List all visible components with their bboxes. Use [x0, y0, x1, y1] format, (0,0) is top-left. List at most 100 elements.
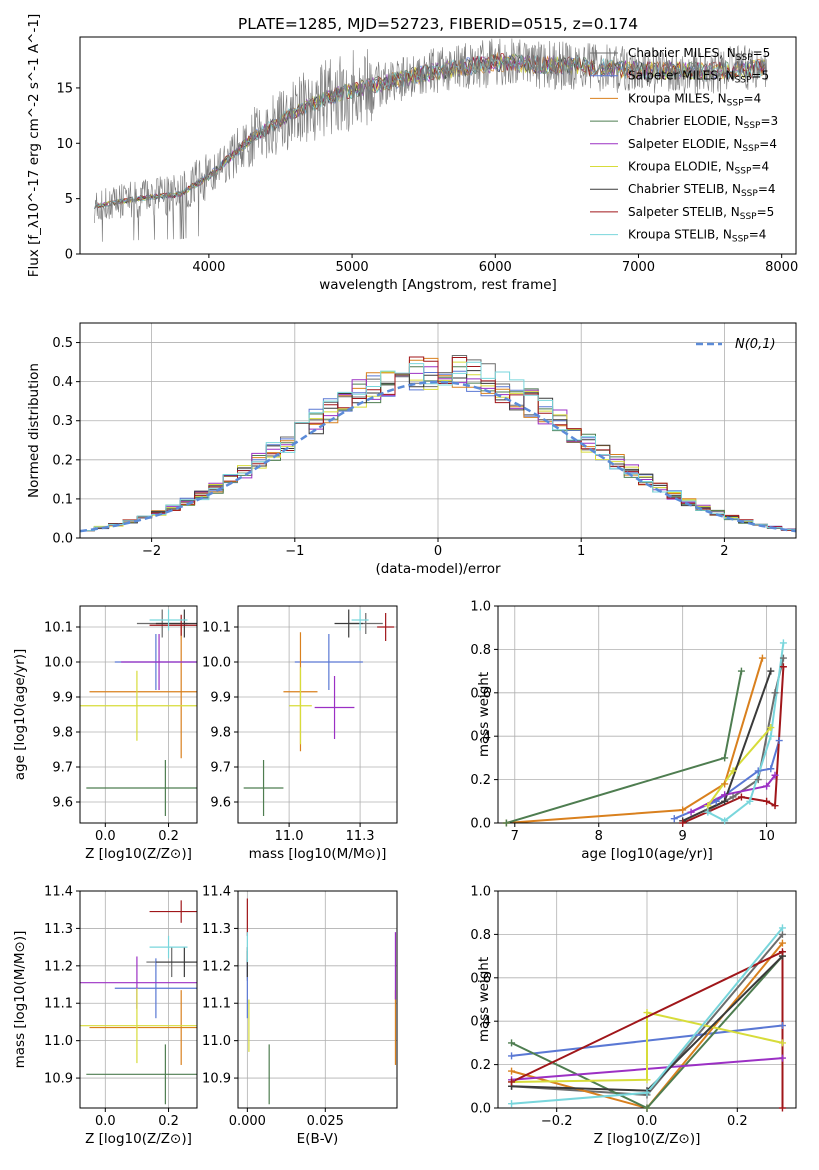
y-tick-label: 11.2: [44, 959, 73, 974]
x-tick-label: 8000: [765, 260, 798, 275]
legend-entry: Chabrier MILES, NSSP=5: [628, 46, 770, 63]
x-tick-label: 10: [758, 829, 775, 844]
weight-marker: [508, 1078, 516, 1086]
weight-marker: [508, 1039, 516, 1047]
errorbar-point: [114, 958, 197, 1019]
weight-marker: [767, 765, 775, 773]
axes-frame: [79, 605, 198, 824]
x-tick-label: 11.0: [275, 829, 304, 844]
weight-marker: [778, 924, 786, 932]
weight-marker: [721, 791, 729, 799]
y-tick-label: 0.4: [470, 1015, 491, 1030]
weight-marker: [737, 793, 745, 801]
errorbar-point: [155, 947, 197, 978]
y-tick-label: 9.8: [52, 726, 73, 741]
weight-marker: [775, 737, 783, 745]
y-tick-label: 10.0: [202, 656, 231, 671]
weight-marker: [754, 776, 762, 784]
axes-frame: [79, 890, 198, 1109]
normal-reference-curve: [80, 380, 796, 533]
weight-vs-age-panel: 7 8 9 10 0.0 0.2 0.4 0.6 0.8 1.0 age [log10(age/yr…: [470, 600, 797, 862]
residual-histogram: [80, 361, 796, 532]
errorbar-point: [149, 614, 197, 636]
y-tick-label: 0.3: [52, 414, 73, 429]
weight-marker: [704, 802, 712, 810]
y-tick-label: 9.9: [52, 691, 73, 706]
y-tick-label: 0.2: [470, 773, 491, 788]
y-tick-label: 0.8: [470, 643, 491, 658]
y-tick-label: 10.9: [44, 1072, 73, 1087]
x-axis-label: wavelength [Angstrom, rest frame]: [319, 277, 557, 293]
weight-series-line: [506, 670, 743, 823]
y-tick-label: 0.4: [470, 730, 491, 745]
y-tick-label: 0: [65, 248, 73, 263]
plot-area: [511, 927, 784, 1108]
x-axis-label: mass [log10(M/M⊙)]: [249, 846, 387, 862]
x-tick-label: 11.3: [346, 829, 375, 844]
y-tick-label: 9.9: [210, 691, 231, 706]
weight-marker: [778, 948, 786, 956]
weight-marker: [779, 663, 787, 671]
y-tick-label: 9.7: [52, 761, 73, 776]
weight-marker: [643, 1104, 651, 1112]
x-tick-label: 0.2: [158, 1114, 179, 1129]
errorbar-point: [89, 990, 197, 1065]
weight-marker: [771, 771, 779, 779]
plot-area: [80, 355, 796, 533]
weight-marker: [721, 780, 729, 788]
figure-title: PLATE=1285, MJD=52723, FIBERID=0515, z=0…: [238, 15, 638, 33]
plot-area: [246, 898, 397, 1105]
y-tick-label: 0.6: [470, 686, 491, 701]
y-tick-label: 0.8: [470, 928, 491, 943]
y-tick-label: 0.1: [52, 492, 73, 507]
spectrum-panel: 4000 5000 6000 7000 8000 0 5 10 15 wavelength [An…: [26, 14, 798, 293]
x-tick-label: 0.2: [158, 829, 179, 844]
y-tick-label: 9.6: [52, 796, 73, 811]
y-tick-label: 11.0: [202, 1034, 231, 1049]
y-tick-label: 0.4: [52, 375, 73, 390]
weight-marker: [737, 667, 745, 675]
plot-area: [80, 900, 197, 1105]
x-tick-label: 8: [595, 829, 603, 844]
x-tick-label: 5000: [336, 260, 369, 275]
weight-marker: [771, 689, 779, 697]
weight-marker: [771, 802, 779, 810]
y-axis-label: mass weight: [476, 957, 492, 1042]
residuals-panel: −2 −1 0 1 2 0.0 0.1 0.2 0.3 0.4 0.5 (data-model)/er…: [26, 322, 797, 577]
y-tick-label: 9.8: [210, 726, 231, 741]
y-tick-label: 0.2: [52, 453, 73, 468]
weight-marker: [643, 1089, 651, 1097]
weight-marker: [679, 819, 687, 827]
age-vs-mass-panel: 11.0 11.3 9.6 9.7 9.8 9.9 10.0 10.1 mass [log10(…: [202, 605, 398, 862]
weight-marker: [508, 1100, 516, 1108]
y-tick-label: 0.5: [52, 336, 73, 351]
errorbar-point: [149, 900, 197, 923]
plot-area: [243, 609, 395, 816]
weight-marker: [778, 1104, 786, 1112]
x-tick-label: 2: [720, 544, 728, 559]
plot-area: [80, 609, 197, 816]
y-tick-label: 5: [65, 192, 73, 207]
x-tick-label: 0.0: [637, 1114, 658, 1129]
weight-marker: [767, 724, 775, 732]
weight-series-line: [511, 955, 784, 1108]
errorbar-point: [86, 1044, 197, 1105]
x-tick-label: −0.2: [541, 1114, 573, 1129]
weight-marker: [754, 767, 762, 775]
weight-marker: [508, 1067, 516, 1075]
x-tick-label: 4000: [192, 260, 225, 275]
y-tick-label: 10.0: [44, 656, 73, 671]
y-tick-label: 11.4: [44, 885, 73, 900]
y-tick-label: 10.9: [202, 1072, 231, 1087]
weight-marker: [729, 767, 737, 775]
errorbar-point: [289, 667, 312, 745]
weight-series-line: [511, 1011, 783, 1083]
axes-frame: [497, 605, 797, 824]
y-tick-label: 11.1: [44, 997, 73, 1012]
weight-marker: [778, 1022, 786, 1030]
weight-vs-metallicity-panel: −0.2 0.0 0.2 0.0 0.2 0.4 0.6 0.8 1.0 Z [log10(Z/Z…: [470, 885, 797, 1147]
residual-histogram: [80, 357, 796, 532]
weight-marker: [721, 754, 729, 762]
plot-area: [93, 38, 768, 242]
